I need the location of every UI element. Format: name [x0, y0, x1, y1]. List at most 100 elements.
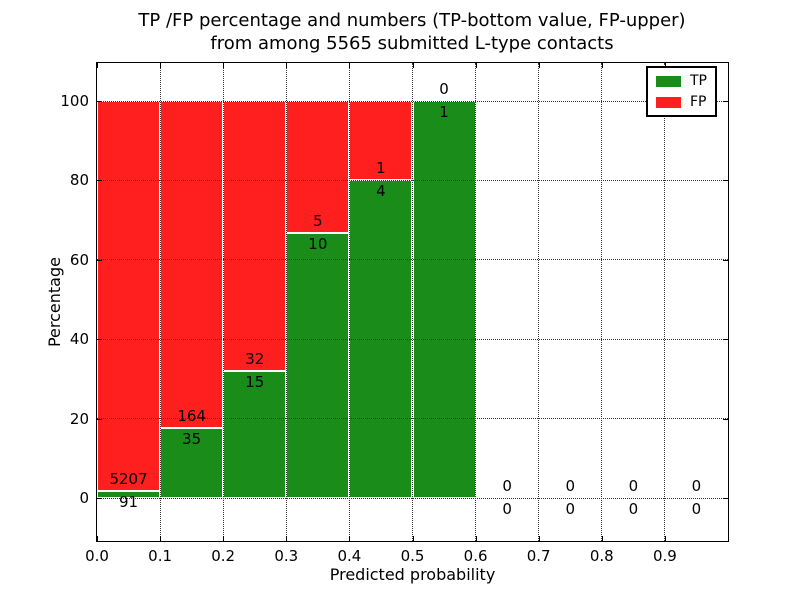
x-tick-label: 0.9 — [652, 547, 677, 565]
tick-labels-layer: 0.0 0.1 0.2 0.3 0.4 0.5 0.6 0.7 0.8 0.9 0 20 40 60 80 1… — [60, 63, 728, 565]
x-tick-label: 0.0 — [85, 547, 109, 565]
tick-mark-bottom — [223, 536, 225, 541]
gridline-vertical — [285, 63, 287, 541]
bar-segment-fp — [349, 101, 413, 181]
gridline-vertical — [601, 63, 603, 541]
bar-segment-fp — [160, 101, 224, 429]
legend-label-fp: FP — [690, 94, 707, 110]
gridline-vertical — [222, 63, 224, 541]
legend-item-tp: TP — [656, 74, 707, 88]
legend-swatch-fp-icon — [656, 96, 681, 108]
x-tick-label: 0.2 — [211, 547, 236, 565]
tick-mark-bottom — [538, 536, 540, 541]
tick-mark-top — [223, 63, 225, 68]
bar-label-fp: 0 — [565, 477, 575, 495]
bar-label-fp: 0 — [628, 477, 639, 495]
chart-title-line1: TP /FP percentage and numbers (TP-bottom… — [138, 10, 686, 31]
x-tick-label: 0.1 — [148, 547, 173, 565]
bar-label-tp: 15 — [245, 373, 265, 392]
y-tick-label: 0 — [79, 489, 89, 507]
tick-mark-top — [97, 63, 98, 68]
bar-label-tp: 0 — [565, 500, 575, 518]
bar-segment-tp — [286, 233, 350, 498]
y-axis-label: Percentage — [45, 257, 64, 348]
y-tick-label: 60 — [69, 250, 89, 269]
tick-mark-bottom — [475, 536, 477, 541]
bar-label-fp: 1 — [376, 159, 386, 178]
ticks-layer — [97, 63, 728, 541]
bar-label-fp: 0 — [691, 477, 702, 495]
x-tick-label: 0.7 — [526, 547, 551, 565]
tick-mark-bottom — [664, 536, 666, 541]
legend-label-tp: TP — [690, 73, 707, 89]
tick-mark-bottom — [286, 536, 288, 541]
bar-label-fp: 5207 — [109, 470, 148, 489]
grid-layer — [97, 63, 728, 541]
tick-mark-top — [538, 63, 540, 68]
x-axis-label: Predicted probability — [329, 565, 496, 584]
bar-segment-tp — [160, 428, 224, 498]
tick-mark-bottom — [160, 536, 162, 541]
bars-layer — [97, 63, 728, 541]
tick-mark-bottom — [97, 536, 98, 541]
x-tick-label: 0.4 — [337, 547, 362, 565]
tick-mark-top — [475, 63, 477, 68]
plot-area: 5207 91 164 35 32 15 5 10 1 4 0 1 0 0 0 0 0 0 0 0 0.0 0.1 0.2… — [45, 62, 729, 584]
bar-segment-fp — [223, 101, 287, 372]
bar-label-fp: 5 — [313, 212, 323, 231]
y-tick-label: 20 — [69, 409, 89, 428]
bar-label-fp: 0 — [439, 80, 449, 98]
tick-mark-right — [723, 339, 728, 341]
x-tick-label: 0.3 — [274, 547, 299, 565]
tick-mark-right — [723, 180, 728, 182]
tick-mark-top — [286, 63, 288, 68]
bar-label-tp: 10 — [308, 235, 328, 254]
tick-mark-left — [97, 180, 102, 182]
chart-title: TP /FP percentage and numbers (TP-bottom… — [96, 9, 728, 55]
bar-label-tp: 0 — [502, 500, 512, 518]
x-tick-label: 0.6 — [463, 547, 488, 565]
tick-mark-right — [723, 101, 728, 102]
bar-label-fp: 0 — [502, 477, 512, 495]
tick-mark-left — [97, 101, 102, 102]
legend: TP FP — [646, 66, 717, 117]
gridline-vertical — [475, 63, 477, 541]
bar-segment-tp — [412, 101, 476, 498]
tick-mark-right — [723, 418, 728, 420]
gridline-vertical — [348, 63, 350, 541]
tick-mark-top — [160, 63, 162, 68]
bar-segment-tp — [223, 371, 287, 498]
tick-mark-left — [97, 418, 102, 420]
bar-label-tp: 1 — [439, 103, 449, 121]
tick-mark-top — [349, 63, 351, 68]
bar-label-fp: 164 — [177, 407, 206, 426]
tick-mark-top — [412, 63, 414, 68]
tick-mark-top — [664, 63, 666, 68]
legend-item-fp: FP — [656, 95, 707, 109]
bar-label-tp: 0 — [628, 500, 639, 518]
tick-mark-left — [97, 339, 102, 341]
gridline-vertical — [538, 63, 540, 541]
bar-label-tp: 4 — [376, 182, 386, 201]
bar-segment-fp — [286, 101, 350, 234]
bar-label-tp: 0 — [691, 500, 702, 518]
legend-swatch-tp-icon — [656, 75, 681, 87]
bar-label-fp: 32 — [245, 350, 265, 369]
gridline-vertical — [664, 63, 666, 541]
y-tick-label: 100 — [60, 92, 89, 110]
gridline-vertical — [159, 63, 161, 541]
bar-segment-fp — [97, 101, 161, 492]
tick-mark-left — [97, 259, 102, 261]
tick-mark-right — [723, 498, 728, 499]
tick-mark-top — [601, 63, 603, 68]
tick-mark-left — [97, 498, 102, 499]
chart-title-line2: from among 5565 submitted L-type contact… — [210, 33, 614, 54]
y-tick-label: 80 — [69, 171, 89, 190]
x-tick-label: 0.5 — [400, 547, 425, 565]
tick-mark-bottom — [412, 536, 414, 541]
tick-mark-right — [723, 259, 728, 261]
gridline-vertical — [412, 63, 413, 541]
bar-segment-tp — [97, 491, 161, 498]
tick-mark-bottom — [349, 536, 351, 541]
